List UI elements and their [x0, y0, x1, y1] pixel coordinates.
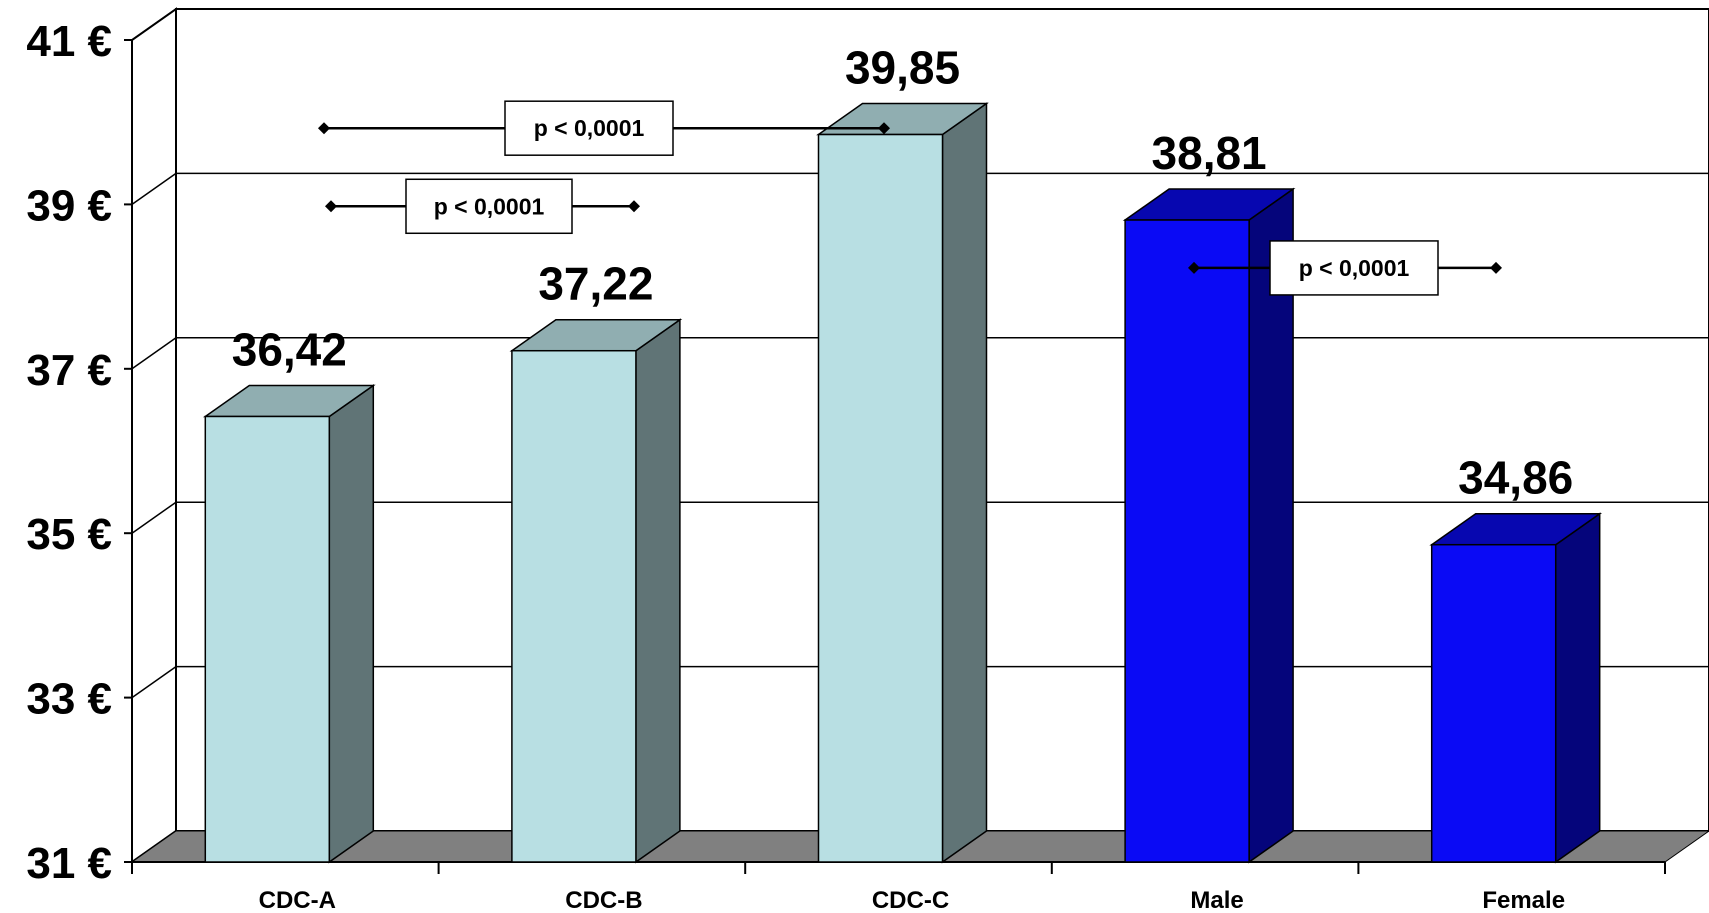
data-label: 37,22: [538, 258, 653, 310]
data-label: 34,86: [1458, 452, 1573, 504]
significance-endpoint: [878, 122, 890, 135]
bar: [1124, 219, 1250, 863]
significance-endpoint: [1490, 261, 1502, 274]
data-label: 39,85: [845, 42, 960, 94]
y-tick-label: 31 €: [26, 839, 112, 888]
data-label: 38,81: [1152, 127, 1267, 179]
x-tick-label: CDC-B: [565, 887, 642, 913]
x-tick-label: CDC-C: [872, 887, 949, 913]
significance-box: [405, 178, 573, 235]
y-tick-label: 33 €: [26, 675, 112, 724]
x-tick-label: Female: [1482, 887, 1565, 913]
significance-label: p < 0,0001: [434, 193, 545, 219]
bar: [817, 133, 944, 863]
y-tick-label: 37 €: [26, 346, 112, 395]
significance-endpoint: [1188, 261, 1200, 274]
significance-endpoint: [628, 200, 640, 213]
gridline-diagonal: [131, 172, 177, 206]
gridline-diagonal: [131, 337, 177, 370]
y-tick-label: 35 €: [26, 510, 112, 559]
x-tick-label: Male: [1190, 887, 1243, 913]
significance-label: p < 0,0001: [534, 115, 645, 141]
bar-side: [328, 384, 375, 864]
gridline-diagonal: [131, 8, 177, 41]
gridline-diagonal: [131, 665, 177, 699]
bar-side: [635, 318, 681, 864]
x-tick-label: CDC-A: [259, 887, 336, 913]
significance-label: p < 0,0001: [1299, 255, 1410, 281]
bar-side: [941, 102, 988, 864]
significance-endpoint: [318, 122, 330, 135]
significance-endpoint: [325, 200, 337, 213]
y-tick-label: 39 €: [26, 181, 112, 230]
y-tick-label: 41 €: [26, 17, 112, 66]
side-wall: [131, 7, 177, 864]
bar-side: [1554, 512, 1601, 864]
significance-box: [1269, 240, 1439, 296]
gridline-diagonal: [131, 501, 177, 534]
data-label: 36,42: [232, 323, 347, 375]
significance-box: [504, 100, 674, 156]
bar: [204, 415, 331, 863]
bar: [511, 349, 637, 863]
bar: [1430, 543, 1557, 863]
